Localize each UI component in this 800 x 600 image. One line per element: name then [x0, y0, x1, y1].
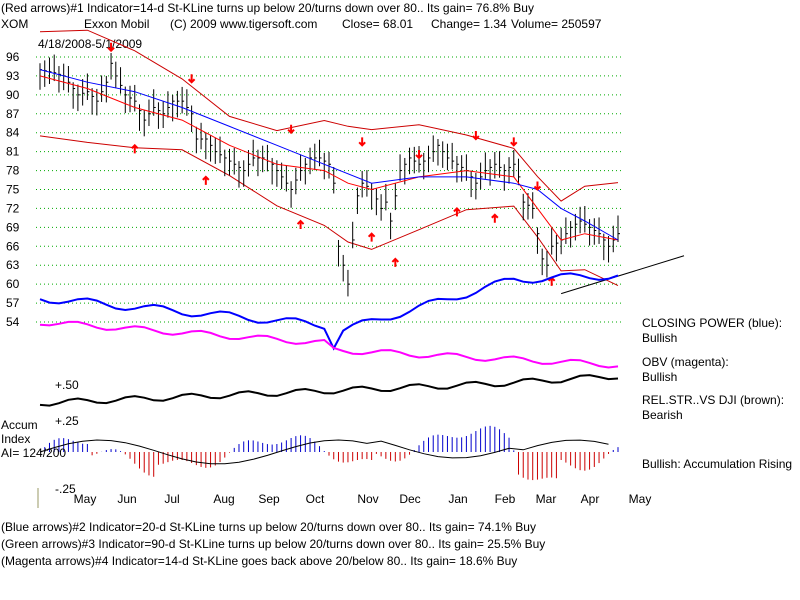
y-tick-84: 84 [6, 126, 20, 140]
buy-arrow-5 [453, 207, 461, 217]
relstr-line [39, 374, 619, 407]
accum-label: Accum [1, 418, 38, 432]
x-tick-feb-9: Feb [495, 492, 516, 506]
relstr-value: Bearish [642, 408, 683, 422]
obv-line [39, 320, 619, 369]
obv-value: Bullish [642, 370, 678, 384]
buy-arrow-2 [296, 219, 305, 230]
sell-arrow-1 [187, 74, 196, 84]
sell-arrow-3 [358, 137, 366, 147]
grid-lines [36, 56, 622, 323]
y-tick-66: 66 [6, 239, 20, 253]
change-value: Change= 1.34 [431, 17, 507, 31]
y-tick-81: 81 [6, 145, 20, 159]
obv-label: OBV (magenta): [642, 355, 729, 369]
x-tick-sep-4: Sep [258, 492, 280, 506]
x-tick-may-0: May [74, 492, 97, 506]
indicator-4-description: (Magenta arrows)#4 Indicator=14-d St-KLi… [1, 554, 518, 568]
signal-arrows [107, 42, 685, 295]
indicator-3-description: (Green arrows)#3 Indicator=90-d St-KLine… [1, 537, 546, 551]
y-tick-63: 63 [6, 258, 20, 272]
upper-band [39, 29, 619, 202]
y-tick-labels: 96 93 90 87 84 81 78 75 72 69 66 63 60 57 54 [6, 50, 20, 329]
x-tick-labels: May Jun Jul Aug Sep Oct Nov Dec Jan Feb Mar Apr May [37, 488, 652, 508]
x-tick-aug-3: Aug [213, 492, 234, 506]
buy-arrow-0 [131, 143, 139, 154]
sell-arrow-4 [415, 149, 423, 160]
ticker-symbol: XOM [1, 17, 29, 31]
copyright: (C) 2009 www.tigersoft.com [170, 17, 318, 31]
sell-arrow-6 [510, 137, 518, 147]
x-tick-jan-8: Jan [448, 492, 467, 506]
lower-band [39, 135, 619, 287]
buy-arrow-6 [491, 213, 499, 223]
accum-status: Bullish: Accumulation Rising [642, 457, 793, 471]
y-tick-78: 78 [6, 164, 20, 178]
y-tick-90: 90 [6, 88, 20, 102]
buy-arrow-4 [391, 257, 400, 267]
indicator-lines [39, 272, 619, 407]
x-tick-dec-7: Dec [399, 492, 420, 506]
y-tick-96: 96 [6, 50, 20, 64]
y-tick-93: 93 [6, 69, 20, 83]
closing-power-label: CLOSING POWER (blue): [642, 316, 783, 330]
index-label: Index [1, 432, 31, 446]
date-range: 4/18/2008-5/1/2009 [38, 37, 143, 51]
x-tick-jun-1: Jun [117, 492, 136, 506]
moving-averages [39, 69, 619, 241]
y-tick-69: 69 [6, 220, 20, 234]
trend-line [561, 255, 685, 295]
indicator-2-description: (Blue arrows)#2 Indicator=20-d St-KLine … [1, 520, 536, 534]
moving-average-long [39, 69, 619, 241]
x-tick-nov-6: Nov [357, 492, 378, 506]
y-tick-60: 60 [6, 277, 20, 291]
sell-arrow-0 [107, 42, 115, 53]
x-tick-mar-10: Mar [536, 492, 557, 506]
close-value: Close= 68.01 [342, 17, 414, 31]
relstr-label: REL.STR..VS DJI (brown): [642, 393, 785, 407]
accum-average-line [39, 439, 609, 465]
x-tick-may-12: May [629, 492, 652, 506]
buy-arrow-3 [367, 232, 376, 242]
sell-arrow-7 [533, 181, 542, 191]
ai-label: AI= 124/200 [1, 446, 67, 460]
y-tick-72: 72 [6, 201, 20, 215]
accum-level-upper: +.50 [55, 378, 79, 392]
closing-power-line [39, 272, 619, 351]
company-name: Exxon Mobil [84, 17, 150, 31]
moving-average-short [39, 75, 619, 241]
accumulation-histogram [39, 425, 619, 481]
x-tick-jul-2: Jul [164, 492, 179, 506]
y-tick-75: 75 [6, 183, 20, 197]
closing-power-value: Bullish [642, 331, 678, 345]
x-tick-oct-5: Oct [306, 492, 325, 506]
volume-value: Volume= 250597 [511, 17, 602, 31]
price-bars [39, 53, 620, 297]
accum-level-mid: +.25 [55, 414, 79, 428]
y-tick-57: 57 [6, 296, 20, 310]
indicator-1-description: (Red arrows)#1 Indicator=14-d St-KLine t… [1, 1, 534, 15]
price-bands [39, 29, 619, 287]
sell-arrow-5 [472, 131, 480, 141]
accum-level-lower: -.25 [55, 482, 76, 496]
buy-arrow-1 [202, 175, 210, 185]
y-tick-54: 54 [6, 315, 20, 329]
y-tick-87: 87 [6, 107, 20, 121]
sell-arrow-2 [287, 124, 295, 135]
x-tick-apr-11: Apr [581, 492, 600, 506]
